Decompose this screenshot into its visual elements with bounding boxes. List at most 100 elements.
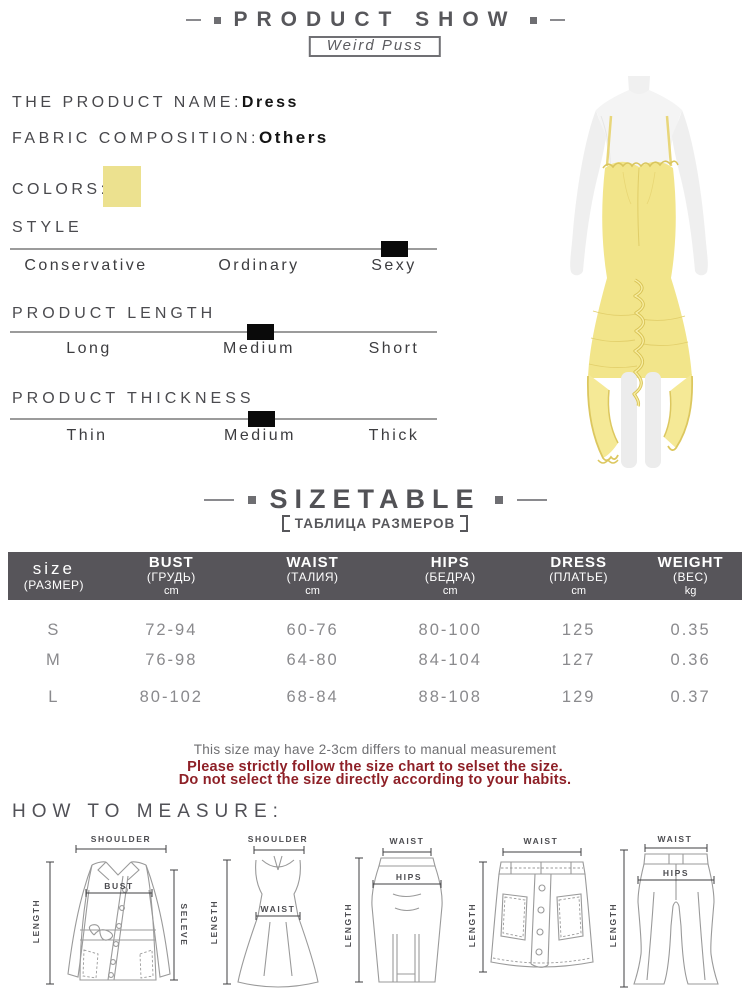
sleeve-label: SELEVE	[179, 903, 189, 946]
size-cell: 80-100	[418, 621, 482, 639]
yellow-dress-mannequin-image	[570, 76, 708, 468]
measurement-note: This size may have 2-3cm differs to manu…	[193, 742, 557, 757]
how-to-measure-title: HOW TO MEASURE:	[12, 801, 284, 822]
size-cell: 88-108	[418, 688, 482, 706]
dash-icon	[185, 19, 201, 21]
dash-icon	[516, 498, 547, 501]
waist-label: WAIST	[524, 836, 559, 846]
size-cell: 76-98	[145, 651, 198, 669]
size-cell: S	[47, 621, 61, 639]
length-label: LENGTH	[467, 903, 477, 948]
length-selected-marker	[247, 324, 274, 340]
style-option: Conservative	[24, 257, 148, 274]
style-option: Ordinary	[218, 257, 300, 274]
column-en: DRESS	[550, 554, 607, 572]
length-option: Short	[368, 340, 420, 357]
product-photo	[543, 76, 748, 473]
column-ru: (ГРУДЬ)	[146, 570, 196, 585]
size-row-s: S 72-94 60-76 80-100 125 0.35	[8, 621, 742, 640]
product-name-label: THE PRODUCT NAME:	[12, 94, 242, 111]
column-ru: (РАЗМЕР)	[23, 577, 85, 592]
square-icon	[529, 16, 537, 24]
column-unit: cm	[571, 585, 586, 598]
size-cell: 68-84	[286, 688, 339, 706]
sizetable-title-row: SIZETABLE	[0, 484, 750, 515]
color-swatch	[103, 166, 141, 207]
length-label: LENGTH	[209, 900, 219, 945]
thickness-heading: PRODUCT THICKNESS	[12, 390, 255, 407]
style-selected-marker	[381, 241, 408, 257]
dress-measure-diagram: SHOULDER LENGTH WAIST	[209, 834, 319, 988]
column-en: WEIGHT	[657, 554, 724, 572]
size-row-l: L 80-102 68-84 88-108 129 0.37	[8, 688, 742, 707]
column-header-size: size (РАЗМЕР)	[8, 552, 100, 600]
hips-label: HIPS	[663, 868, 689, 878]
column-en: HIPS	[430, 554, 470, 572]
colors-line: COLORS:	[12, 181, 109, 199]
column-ru: (БЕДРА)	[424, 570, 476, 585]
dash-icon	[203, 498, 234, 501]
square-icon	[494, 495, 503, 504]
product-name-line: THE PRODUCT NAME:Dress	[12, 94, 299, 112]
column-header-bust: BUST (ГРУДЬ) cm	[100, 552, 243, 600]
size-cell: M	[46, 651, 62, 669]
size-cell: 0.37	[670, 688, 711, 706]
page-title-row: PRODUCT SHOW	[0, 8, 750, 32]
column-header-waist: WAIST (ТАЛИЯ) cm	[243, 552, 382, 600]
right-bracket-icon	[460, 515, 469, 532]
size-table-header: size (РАЗМЕР) BUST (ГРУДЬ) cm WAIST (ТАЛ…	[8, 552, 742, 600]
square-icon	[213, 16, 221, 24]
square-icon	[247, 495, 256, 504]
size-cell: 60-76	[286, 621, 339, 639]
warning-note-1: Please strictly follow the size chart to…	[187, 759, 563, 775]
style-scale-line	[10, 248, 437, 250]
sizetable-subtitle: ТАБЛИЦА РАЗМЕРОВ	[294, 516, 456, 531]
column-ru: (ВЕС)	[673, 570, 709, 585]
column-unit: cm	[163, 585, 179, 598]
measure-diagrams-row: SHOULDER LENGTH BUST SELEVE SHOULDER LEN…	[28, 832, 738, 997]
waist-label: WAIST	[390, 836, 425, 846]
column-en: size	[32, 559, 75, 579]
fabric-value: Others	[258, 128, 329, 147]
fabric-line: FABRIC COMPOSITION:Others	[12, 128, 329, 148]
column-unit: cm	[305, 585, 320, 598]
size-cell: 0.36	[670, 651, 711, 669]
pants-measure-diagram: WAIST LENGTH HIPS	[608, 834, 719, 988]
shoulder-label: SHOULDER	[248, 834, 309, 844]
jacket-measure-diagram: SHOULDER LENGTH BUST SELEVE	[31, 834, 189, 985]
page-title: PRODUCT SHOW	[233, 8, 517, 31]
column-header-hips: HIPS (БЕДРА) cm	[382, 552, 518, 600]
size-cell: 0.35	[670, 621, 711, 639]
thickness-selected-marker	[248, 411, 275, 427]
length-scale-line	[10, 331, 437, 333]
thickness-option: Thin	[66, 427, 108, 444]
size-cell: 72-94	[145, 621, 198, 639]
colors-label: COLORS:	[12, 181, 109, 198]
dash-icon	[549, 19, 565, 21]
waist-label: WAIST	[658, 834, 693, 844]
skirt-measure-diagram: WAIST LENGTH HIPS	[343, 836, 443, 983]
column-ru: (ПЛАТЬЕ)	[549, 570, 609, 585]
size-cell: 129	[561, 688, 596, 706]
mini-skirt-measure-diagram: WAIST LENGTH	[467, 836, 594, 973]
waist-label: WAIST	[261, 904, 296, 914]
sizetable-title: SIZETABLE	[269, 484, 481, 514]
bust-label: BUST	[104, 881, 134, 891]
length-option-selected: Medium	[223, 340, 295, 357]
size-cell: 125	[561, 621, 596, 639]
size-cell: L	[48, 688, 60, 706]
thickness-option-selected: Medium	[224, 427, 296, 444]
style-heading: STYLE	[12, 219, 83, 236]
thickness-scale-line	[10, 418, 437, 420]
product-name-value: Dress	[241, 94, 299, 111]
length-label: LENGTH	[608, 903, 618, 948]
style-option-selected: Sexy	[371, 257, 417, 274]
length-label: LENGTH	[343, 903, 353, 948]
size-cell: 80-102	[139, 688, 203, 706]
column-en: BUST	[148, 554, 194, 572]
length-label: LENGTH	[31, 899, 41, 944]
column-header-dress: DRESS (ПЛАТЬЕ) cm	[518, 552, 639, 600]
column-ru: (ТАЛИЯ)	[286, 570, 339, 585]
size-row-m: M 76-98 64-80 84-104 127 0.36	[8, 651, 742, 670]
